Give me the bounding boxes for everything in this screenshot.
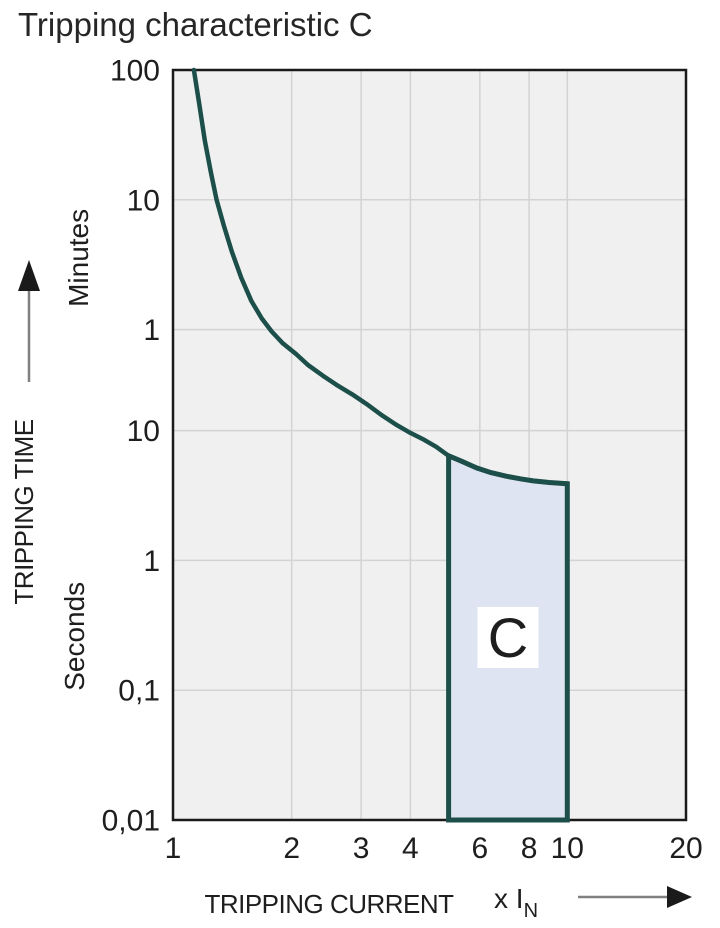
y-tick-label: 1 (143, 545, 160, 578)
x-axis-unit-subscript: N (524, 900, 538, 922)
x-tick-label: 2 (283, 832, 300, 865)
x-tick-label: 20 (669, 832, 702, 865)
region-label: C (488, 606, 528, 669)
minutes-unit-label: Minutes (63, 209, 94, 307)
y-tick-label: 0,01 (102, 805, 160, 838)
y-axis-title: TRIPPING TIME (9, 419, 39, 604)
seconds-unit-label: Seconds (59, 582, 90, 691)
x-tick-label: 3 (353, 832, 370, 865)
x-axis-title: TRIPPING CURRENT (204, 889, 454, 919)
y-tick-label: 10 (127, 184, 160, 217)
x-tick-label: 1 (165, 832, 182, 865)
y-tick-label: 1 (143, 314, 160, 347)
y-tick-label: 10 (127, 415, 160, 448)
plot-border (171, 68, 688, 822)
y-tick-label: 0,1 (118, 675, 160, 708)
x-axis-arrow-head-icon (667, 886, 692, 908)
x-tick-label: 8 (521, 832, 538, 865)
x-tick-label: 10 (551, 832, 584, 865)
x-axis-unit-label: x IN (494, 883, 538, 922)
chart-title: Tripping characteristic C (18, 6, 373, 43)
y-axis-arrow-head-icon (18, 260, 40, 291)
region-label-box (477, 607, 539, 668)
x-tick-label: 6 (471, 832, 488, 865)
x-tick-label: 4 (402, 832, 419, 865)
tripping-curve (191, 67, 570, 486)
y-tick-label: 100 (110, 55, 160, 88)
